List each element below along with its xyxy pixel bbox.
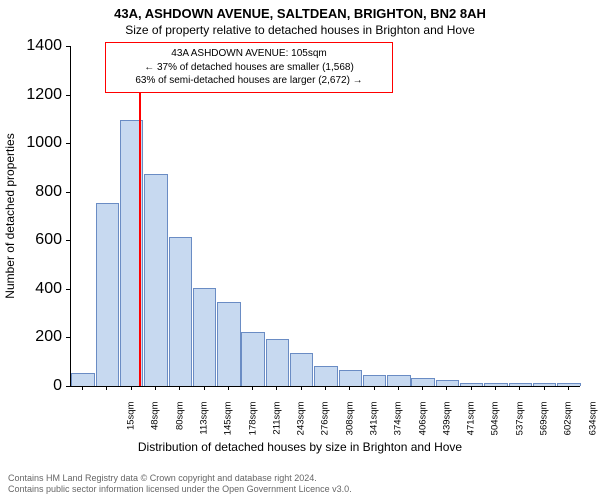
x-tick-mark (228, 386, 229, 390)
histogram-bar (217, 302, 240, 386)
annotation-line-1: 43A ASHDOWN AVENUE: 105sqm (114, 47, 384, 61)
reference-marker-line (139, 46, 141, 386)
histogram-bar (363, 375, 386, 386)
y-tick-label: 1000 (26, 134, 62, 152)
x-tick-mark (325, 386, 326, 390)
annotation-line-3: 63% of semi-detached houses are larger (… (114, 74, 384, 88)
histogram-bar (241, 332, 264, 386)
x-tick-mark (131, 386, 132, 390)
y-tick-mark (66, 289, 70, 290)
footer-line-1: Contains HM Land Registry data © Crown c… (8, 473, 352, 485)
x-tick-mark (568, 386, 569, 390)
x-tick-mark (276, 386, 277, 390)
x-tick-mark (495, 386, 496, 390)
footer-attribution: Contains HM Land Registry data © Crown c… (8, 473, 352, 496)
x-tick-mark (204, 386, 205, 390)
y-tick-mark (66, 192, 70, 193)
chart-title-main: 43A, ASHDOWN AVENUE, SALTDEAN, BRIGHTON,… (0, 0, 600, 21)
y-axis-title: Number of detached properties (3, 133, 17, 298)
histogram-bar (169, 237, 192, 386)
annotation-box: 43A ASHDOWN AVENUE: 105sqm ← 37% of deta… (105, 42, 393, 93)
histogram-bar (266, 339, 289, 386)
footer-line-2: Contains public sector information licen… (8, 484, 352, 496)
histogram-bar (193, 288, 216, 386)
chart-container: 43A, ASHDOWN AVENUE, SALTDEAN, BRIGHTON,… (0, 0, 600, 500)
x-tick-mark (301, 386, 302, 390)
x-tick-mark (398, 386, 399, 390)
histogram-bar (411, 378, 434, 386)
x-tick-mark (519, 386, 520, 390)
x-tick-mark (374, 386, 375, 390)
y-tick-label: 800 (35, 183, 62, 201)
x-tick-mark (471, 386, 472, 390)
y-tick-mark (66, 240, 70, 241)
y-tick-label: 1200 (26, 86, 62, 104)
x-tick-mark (422, 386, 423, 390)
histogram-bar (144, 174, 167, 386)
histogram-bar (96, 203, 119, 386)
histogram-bar (387, 375, 410, 386)
y-tick-label: 1400 (26, 37, 62, 55)
y-tick-mark (66, 386, 70, 387)
x-tick-mark (155, 386, 156, 390)
histogram-bar (314, 366, 337, 386)
y-tick-mark (66, 143, 70, 144)
histogram-bar (71, 373, 94, 386)
y-tick-label: 400 (35, 280, 62, 298)
x-tick-mark (544, 386, 545, 390)
x-tick-mark (349, 386, 350, 390)
plot-area: 020040060080010001200140015sqm48sqm80sqm… (70, 46, 580, 386)
annotation-line-2: ← 37% of detached houses are smaller (1,… (114, 61, 384, 75)
y-tick-label: 0 (53, 377, 62, 395)
histogram-bar (290, 353, 313, 386)
y-tick-label: 200 (35, 328, 62, 346)
x-tick-mark (179, 386, 180, 390)
chart-title-sub: Size of property relative to detached ho… (0, 21, 600, 37)
x-axis-title: Distribution of detached houses by size … (0, 440, 600, 454)
x-tick-mark (106, 386, 107, 390)
y-tick-label: 600 (35, 231, 62, 249)
x-tick-mark (446, 386, 447, 390)
x-tick-mark (252, 386, 253, 390)
y-tick-mark (66, 46, 70, 47)
y-axis-line (70, 46, 71, 386)
x-tick-mark (82, 386, 83, 390)
y-tick-mark (66, 95, 70, 96)
y-tick-mark (66, 337, 70, 338)
histogram-bar (339, 370, 362, 386)
